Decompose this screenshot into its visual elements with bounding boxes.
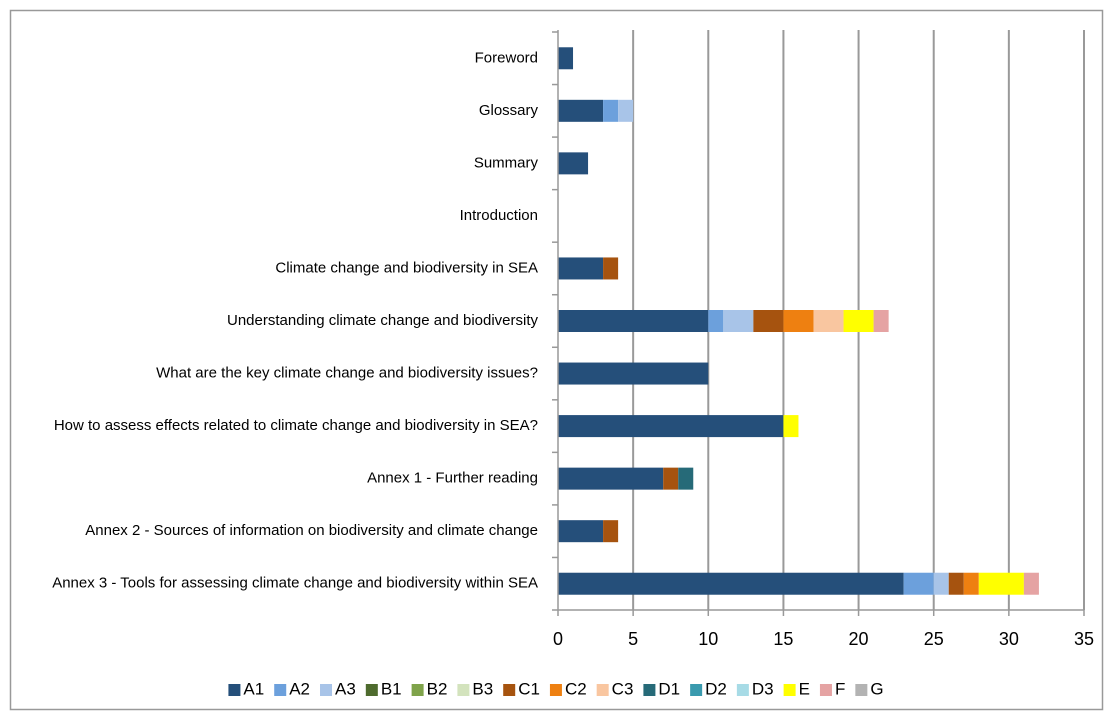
bar-segment (603, 99, 619, 122)
category-label-line: Annex 3 - Tools for assessing climate ch… (52, 575, 538, 592)
category-label-line: What are the key climate change and biod… (156, 365, 538, 382)
category-label-line: Summary (474, 154, 539, 171)
legend-swatch (819, 684, 832, 696)
category-label: Summary (474, 154, 539, 171)
category-label-line: How to assess effects related to climate… (54, 417, 538, 434)
bar-segment (873, 310, 889, 332)
legend-label: F (835, 679, 845, 698)
x-tick-label: 0 (553, 629, 563, 649)
legend-swatch (365, 684, 378, 696)
chart-border (9, 9, 1104, 711)
bar-segment (933, 572, 949, 595)
legend-label: A2 (289, 679, 310, 698)
legend-swatch (736, 684, 749, 696)
bar-segment (603, 257, 619, 280)
bar-segment (948, 572, 964, 595)
legend-label: B2 (427, 679, 448, 698)
legend-label: A1 (243, 679, 264, 698)
legend: A1 A2 A3 B1 B2 B3 C1 C2 C3 D1 D2 D3 E F G (228, 679, 884, 698)
category-label: What are the key climate change and biod… (156, 365, 538, 382)
bar-segment (678, 467, 694, 490)
category-label: Introduction (460, 207, 538, 224)
x-tick-label: 10 (698, 629, 718, 649)
legend-swatch (783, 684, 796, 696)
legend-label: D3 (752, 679, 774, 698)
x-tick-label: 35 (1074, 629, 1094, 649)
bar-segment (978, 572, 1024, 595)
category-label: Climate change and biodiversity in SEA (275, 259, 538, 276)
bar-segment (558, 152, 589, 175)
legend-label: B3 (472, 679, 493, 698)
bar-segment (663, 467, 679, 490)
x-tick-label: 15 (773, 629, 793, 649)
legend-label: D1 (658, 679, 680, 698)
bar-segment (963, 572, 979, 595)
bar-segment (558, 257, 604, 280)
legend-label: B1 (381, 679, 402, 698)
legend-swatch (457, 684, 470, 696)
category-label: How to assess effects related to climate… (54, 417, 538, 434)
category-label-line: Foreword (475, 49, 538, 66)
bar-segment (558, 310, 709, 332)
category-label: Understanding climate change and biodive… (227, 312, 539, 329)
legend-swatch (228, 684, 241, 696)
bar-segment (558, 415, 784, 438)
x-tick-label: 20 (849, 629, 869, 649)
bar-segment (558, 47, 574, 70)
x-tick-label: 5 (628, 629, 638, 649)
bar-segment (558, 467, 664, 490)
bar-segment (708, 310, 724, 332)
bar-segment (558, 520, 604, 543)
legend-swatch (411, 684, 424, 696)
bar-segment (558, 572, 904, 595)
legend-swatch (596, 684, 609, 696)
bar-segment (783, 415, 799, 438)
category-label: Annex 1 - Further reading (367, 470, 538, 487)
category-label: Annex 2 - Sources of information on biod… (85, 522, 538, 539)
legend-label: C2 (565, 679, 587, 698)
category-label-line: Understanding climate change and biodive… (227, 312, 539, 329)
bar-segment (723, 310, 754, 332)
category-label: Foreword (475, 49, 538, 66)
legend-swatch (503, 684, 516, 696)
bar-segment (903, 572, 934, 595)
bar-segment (753, 310, 784, 332)
x-tick-label: 25 (924, 629, 944, 649)
legend-label: D2 (705, 679, 727, 698)
legend-label: E (799, 679, 810, 698)
legend-swatch (274, 684, 287, 696)
legend-label: C3 (612, 679, 634, 698)
bar-segment (603, 520, 619, 543)
legend-swatch (643, 684, 656, 696)
category-label: Annex 3 - Tools for assessing climate ch… (52, 575, 538, 592)
category-label: Glossary (479, 102, 539, 119)
legend-swatch (320, 684, 333, 696)
legend-swatch (549, 684, 562, 696)
bar-segment (813, 310, 844, 332)
legend-swatch (690, 684, 703, 696)
legend-label: C1 (518, 679, 540, 698)
bar-segment (783, 310, 814, 332)
bar-segment (558, 362, 709, 385)
category-label-line: Annex 1 - Further reading (367, 470, 538, 487)
bar-segment (1023, 572, 1039, 595)
category-label-line: Introduction (460, 207, 538, 224)
legend-swatch (855, 684, 868, 696)
bar-segment (558, 99, 604, 122)
category-label-line: Annex 2 - Sources of information on biod… (85, 522, 538, 539)
bar-segment (618, 99, 634, 122)
x-tick-label: 30 (999, 629, 1019, 649)
bar-segment (843, 310, 874, 332)
legend-label: G (870, 679, 883, 698)
category-label-line: Glossary (479, 102, 539, 119)
category-label-line: Climate change and biodiversity in SEA (275, 259, 538, 276)
legend-label: A3 (335, 679, 356, 698)
